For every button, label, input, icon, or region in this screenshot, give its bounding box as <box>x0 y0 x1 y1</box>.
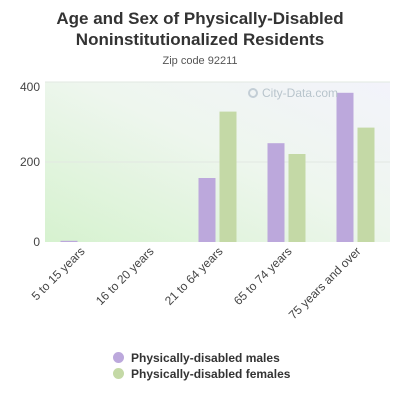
x-tick-label-0: 5 to 15 years <box>29 244 88 303</box>
watermark: City-Data.com <box>248 86 338 100</box>
x-tick-label-3: 65 to 74 years <box>231 244 295 308</box>
bar-females-3 <box>288 154 306 242</box>
legend-swatch-males <box>113 352 124 363</box>
legend-item-males: Physically-disabled males <box>113 350 290 365</box>
bar-males-0 <box>60 240 78 242</box>
legend: Physically-disabled males Physically-dis… <box>113 350 290 382</box>
watermark-text: City-Data.com <box>262 86 339 100</box>
chart-title: Age and Sex of Physically-Disabled Nonins… <box>0 8 400 50</box>
bar-females-2 <box>219 111 237 242</box>
x-tick-label-1: 16 to 20 years <box>93 244 157 308</box>
chart-title-text: Age and Sex of Physically-Disabled Nonins… <box>56 9 344 49</box>
x-tick-label-4: 75 years and over <box>286 244 364 322</box>
magnifier-icon <box>248 88 258 98</box>
legend-swatch-females <box>113 368 124 379</box>
bar-females-4 <box>357 127 375 242</box>
chart-subtitle: Zip code 92211 <box>162 55 238 67</box>
bar-males-2 <box>198 178 216 242</box>
legend-label-males: Physically-disabled males <box>131 350 280 365</box>
bar-males-4 <box>336 92 354 242</box>
x-tick-label-2: 21 to 64 years <box>162 244 226 308</box>
y-tick-label-0: 0 <box>33 235 40 249</box>
legend-label-females: Physically-disabled females <box>131 366 291 381</box>
y-tick-label-400: 400 <box>20 80 40 94</box>
legend-item-females: Physically-disabled females <box>113 366 290 381</box>
y-tick-label-200: 200 <box>20 155 40 169</box>
bar-males-3 <box>267 143 285 242</box>
